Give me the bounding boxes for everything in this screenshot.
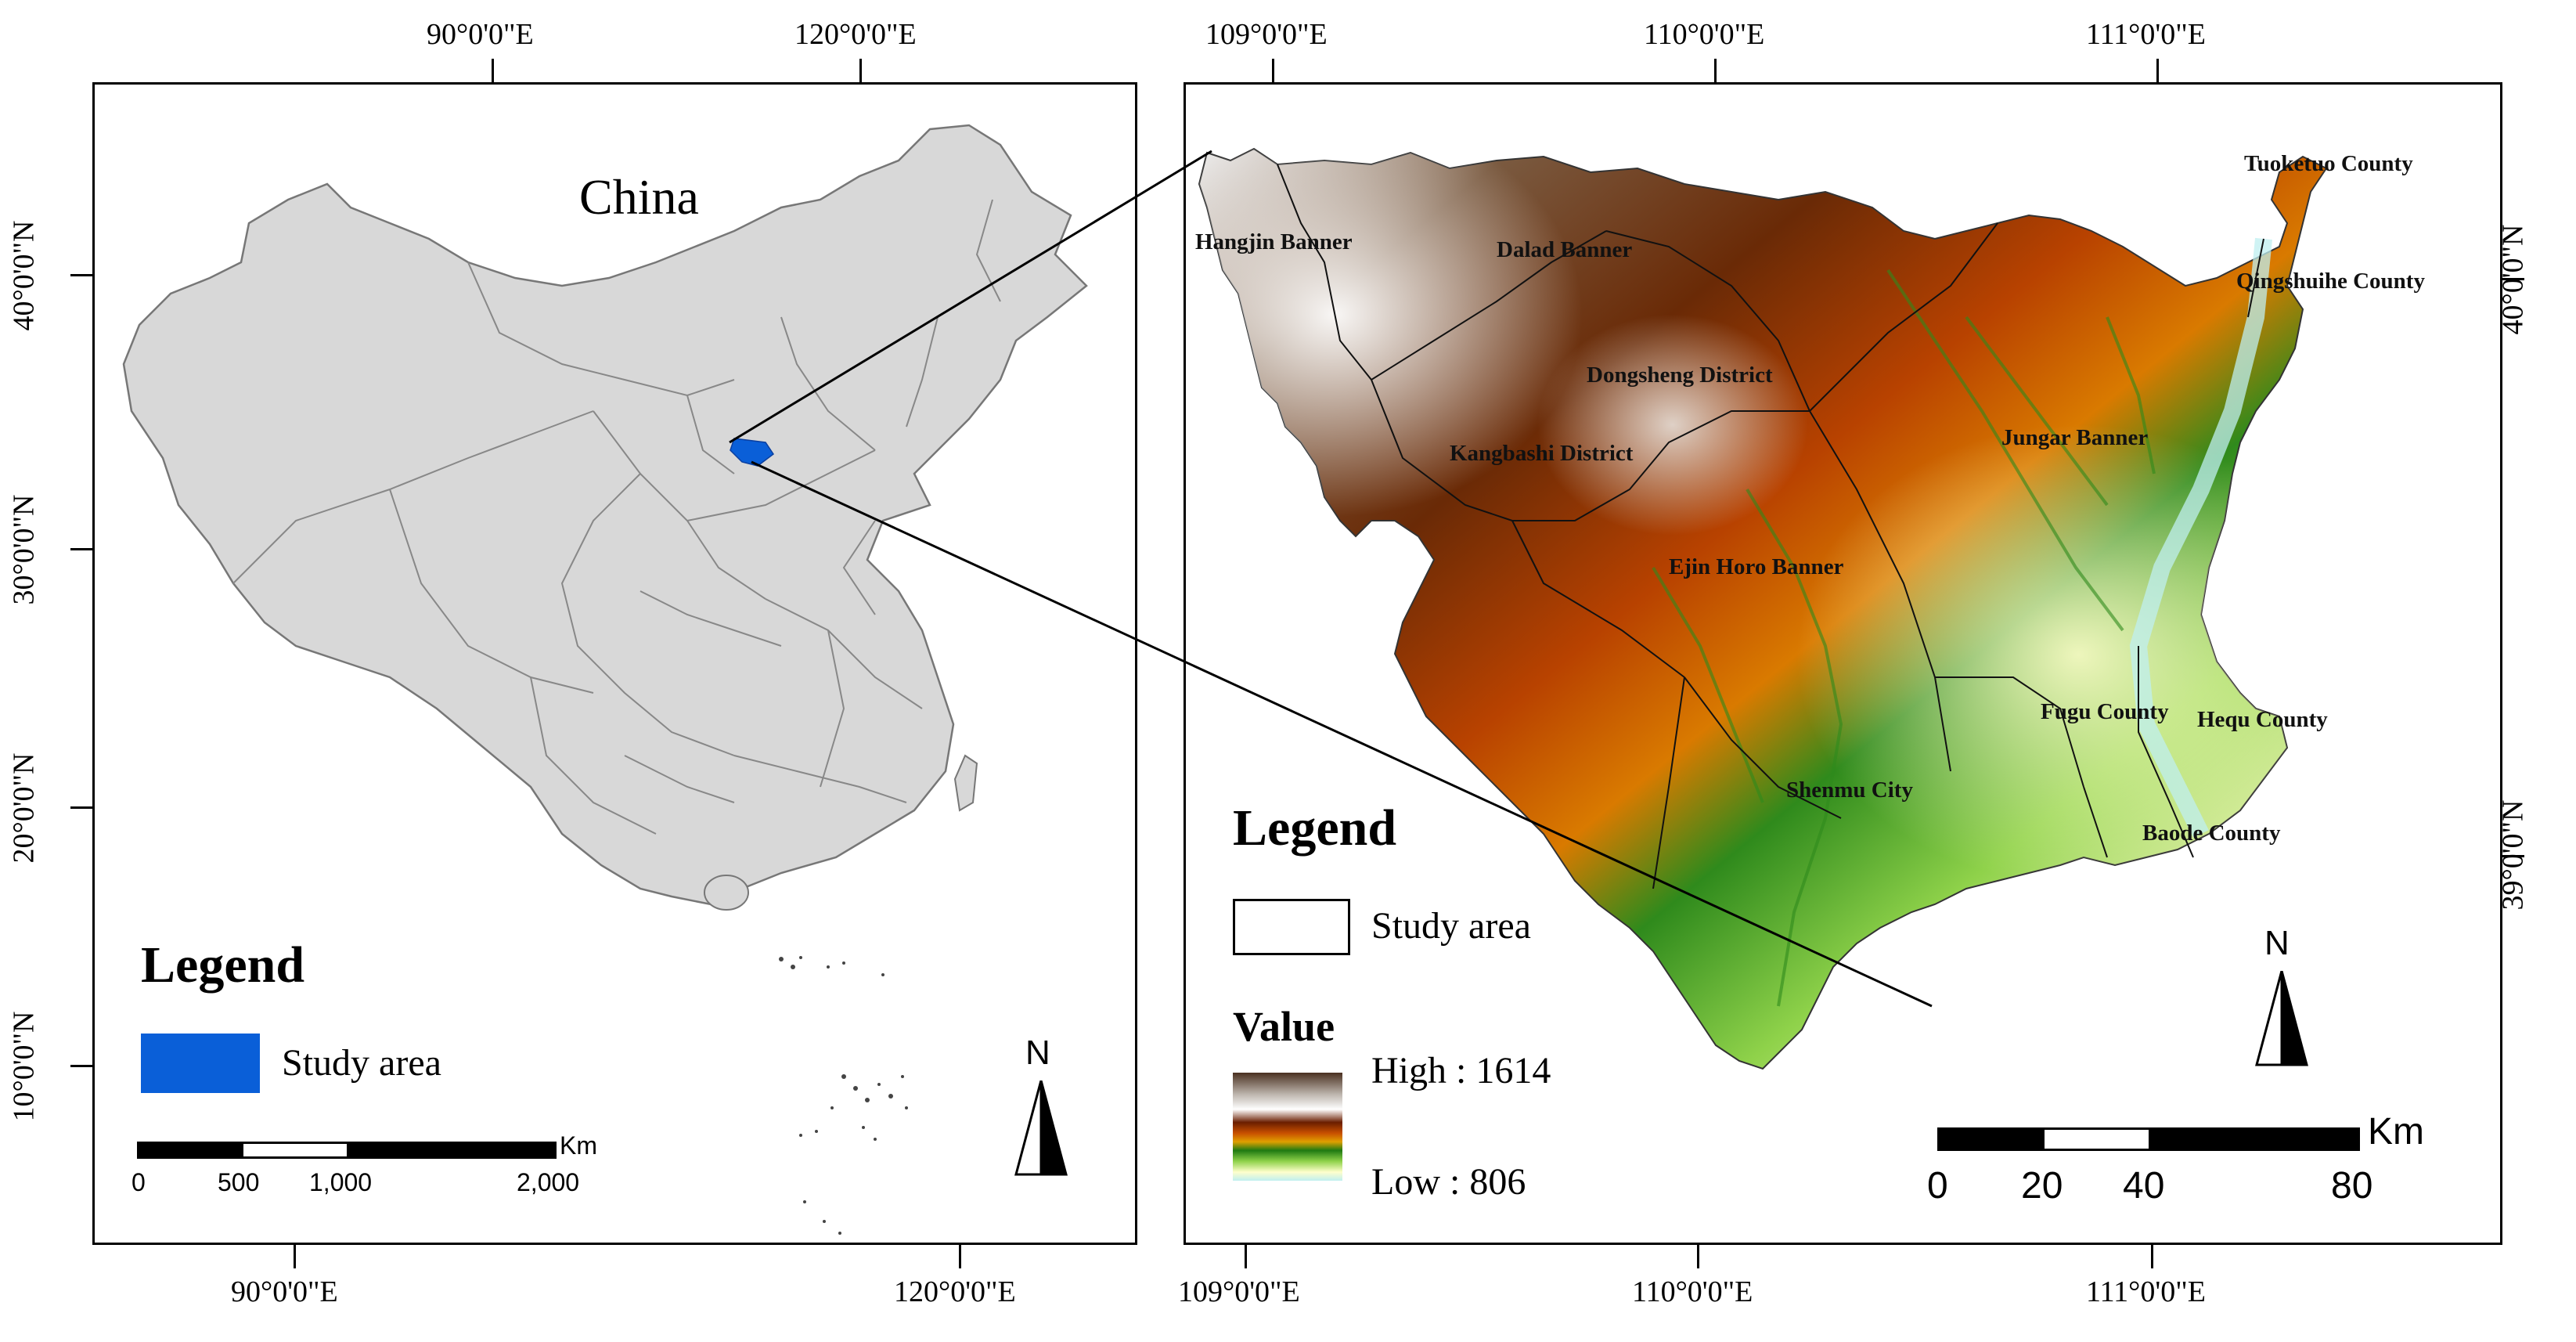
place-label: Qingshuihe County	[2236, 269, 2425, 294]
place-label: Dongsheng District	[1587, 363, 1773, 388]
right-top-coord-110: 110°0'0"E	[1644, 18, 1765, 51]
tick	[1697, 1245, 1699, 1268]
left-legend-label: Study area	[282, 1042, 441, 1084]
left-scale-label-1000: 1,000	[309, 1168, 373, 1196]
tick	[70, 1065, 92, 1067]
left-scale-unit: Km	[560, 1131, 597, 1160]
right-north-label: N	[2264, 924, 2290, 962]
tick	[2156, 59, 2159, 82]
tick	[70, 274, 92, 276]
china-outline	[122, 124, 1088, 1235]
left-top-coord-120: 120°0'0"E	[794, 18, 917, 51]
right-scale-label-80: 80	[2331, 1165, 2373, 1207]
left-scale-label-2000: 2,000	[517, 1168, 580, 1196]
place-label: Hequ County	[2197, 707, 2328, 732]
right-top-coord-111: 111°0'0"E	[2086, 18, 2206, 51]
elevation-color-ramp	[1233, 1073, 1342, 1181]
left-bottom-coord-120: 120°0'0"E	[894, 1275, 1016, 1308]
right-bottom-coord-110: 110°0'0"E	[1632, 1275, 1753, 1308]
right-north-arrow-icon	[2255, 971, 2308, 1066]
place-label: Hangjin Banner	[1195, 229, 1353, 254]
right-bottom-coord-109: 109°0'0"E	[1178, 1275, 1300, 1308]
left-bottom-coord-90: 90°0'0"E	[231, 1275, 338, 1308]
place-label: Ejin Horo Banner	[1669, 554, 1844, 579]
place-label: Jungar Banner	[2001, 425, 2148, 450]
tick	[294, 1245, 296, 1268]
right-scale-label-40: 40	[2123, 1165, 2165, 1207]
tick	[959, 1245, 961, 1268]
tick	[2502, 278, 2524, 280]
place-label: Baode County	[2142, 821, 2281, 846]
right-scale-unit: Km	[2368, 1111, 2424, 1153]
right-bottom-coord-111: 111°0'0"E	[2086, 1275, 2206, 1308]
left-scale-bar	[137, 1142, 557, 1159]
right-top-coord-109: 109°0'0"E	[1205, 18, 1328, 51]
tick	[1714, 59, 1717, 82]
left-north-arrow-icon	[1014, 1080, 1068, 1176]
china-title: China	[579, 169, 699, 225]
tick	[1272, 59, 1274, 82]
place-label: Tuoketuo County	[2244, 151, 2413, 176]
right-legend-low-label: Low : 806	[1371, 1161, 1526, 1203]
right-legend-value-heading: Value	[1233, 1003, 1335, 1050]
right-legend-study-swatch	[1233, 899, 1350, 955]
tick	[2151, 1245, 2153, 1268]
place-label: Shenmu City	[1786, 777, 1913, 803]
place-label: Fugu County	[2041, 699, 2169, 724]
left-legend-swatch	[141, 1034, 260, 1093]
left-scale-label-0: 0	[132, 1168, 146, 1196]
place-label: Dalad Banner	[1497, 237, 1632, 262]
right-legend-heading: Legend	[1233, 799, 1397, 857]
tick	[1245, 1245, 1247, 1268]
tick	[2502, 855, 2524, 857]
right-scale-label-0: 0	[1927, 1165, 1948, 1207]
left-legend-heading: Legend	[141, 936, 305, 994]
tick	[70, 806, 92, 809]
study-area-dem: Tuoketuo County Hangjin Banner Dalad Ban…	[1195, 147, 2425, 1070]
right-scale-label-20: 20	[2021, 1165, 2063, 1207]
left-top-coord-90: 90°0'0"E	[427, 18, 534, 51]
right-legend-high-label: High : 1614	[1371, 1050, 1551, 1091]
left-north-label: N	[1025, 1034, 1050, 1072]
tick	[70, 548, 92, 550]
right-legend-study-label: Study area	[1371, 905, 1531, 947]
place-label: Kangbashi District	[1450, 441, 1634, 466]
right-scale-bar	[1937, 1127, 2360, 1151]
tick	[859, 59, 862, 82]
left-scale-label-500: 500	[218, 1168, 260, 1196]
tick	[492, 59, 494, 82]
